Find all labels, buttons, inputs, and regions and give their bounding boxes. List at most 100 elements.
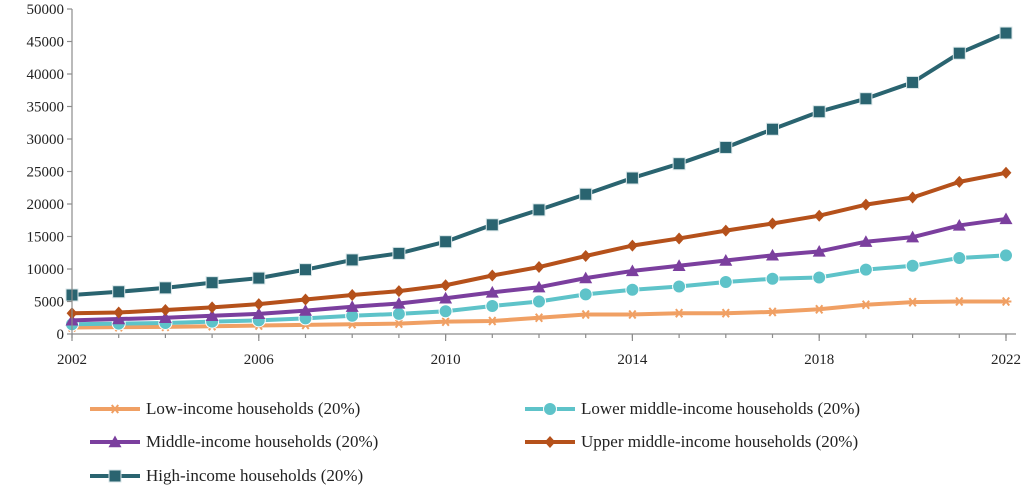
data-point — [485, 299, 500, 314]
data-point — [719, 140, 733, 154]
x-axis-ticks: 2002 2006 2010 2014 2018 2022 — [57, 334, 1021, 368]
data-point — [859, 92, 873, 106]
data-point — [108, 435, 122, 448]
data-point — [672, 279, 687, 294]
data-point — [955, 296, 964, 307]
legend-item: Upper middle-income households (20%) — [525, 432, 858, 451]
data-point — [907, 191, 918, 204]
data-point — [544, 436, 556, 448]
data-point — [952, 250, 967, 265]
data-point — [532, 294, 546, 309]
data-point — [675, 308, 684, 318]
data-point — [812, 244, 826, 257]
legend-label: Middle-income households (20%) — [146, 432, 378, 451]
data-point — [391, 306, 406, 321]
series-line — [71, 31, 1007, 297]
data-point — [393, 285, 405, 298]
data-point — [438, 304, 453, 319]
data-point — [625, 264, 639, 277]
data-point — [113, 306, 125, 319]
data-point — [908, 297, 917, 307]
y-tick-label: 35000 — [27, 100, 65, 116]
x-tick-label: 2002 — [57, 352, 87, 368]
data-point — [1000, 166, 1012, 179]
data-point — [905, 258, 920, 273]
data-point — [767, 217, 778, 230]
data-point — [345, 300, 359, 312]
data-point — [206, 301, 218, 314]
data-point — [108, 469, 122, 483]
data-point — [392, 296, 406, 309]
data-point — [860, 198, 872, 211]
data-point — [906, 75, 920, 89]
data-point — [486, 269, 498, 282]
data-point — [1001, 296, 1011, 307]
data-point — [906, 230, 920, 243]
data-point — [627, 239, 638, 252]
y-tick-label: 15000 — [27, 230, 65, 246]
y-tick-label: 20000 — [27, 197, 65, 213]
data-point — [543, 402, 557, 416]
x-tick-label: 2022 — [991, 352, 1021, 368]
data-point — [813, 209, 825, 222]
data-point — [766, 248, 779, 261]
data-point — [861, 300, 870, 310]
x-tick-label: 2018 — [804, 352, 834, 368]
data-point — [394, 318, 403, 329]
legend-item: High-income households (20%) — [90, 466, 363, 485]
series-5 — [65, 26, 1013, 302]
data-point — [579, 187, 593, 201]
data-point — [112, 285, 126, 299]
y-tick-label: 0 — [57, 327, 65, 343]
data-point — [768, 307, 777, 317]
data-point — [205, 276, 219, 290]
data-point — [859, 235, 873, 247]
data-point — [952, 218, 966, 231]
data-point — [625, 171, 639, 185]
y-tick-label: 45000 — [27, 35, 65, 51]
data-point — [580, 250, 592, 262]
series-3 — [65, 212, 1013, 326]
data-point — [673, 232, 685, 245]
y-tick-label: 30000 — [27, 132, 65, 148]
data-point — [110, 404, 120, 414]
data-point — [252, 271, 266, 285]
y-tick-label: 25000 — [27, 165, 65, 181]
data-point — [812, 270, 827, 285]
data-point — [346, 289, 358, 301]
data-point — [718, 275, 733, 289]
legend-item: Middle-income households (20%) — [90, 432, 378, 451]
data-point — [533, 261, 545, 274]
data-point — [579, 271, 593, 284]
y-tick-label: 40000 — [27, 67, 65, 83]
data-point — [628, 309, 637, 320]
legend-label: Low-income households (20%) — [146, 399, 360, 418]
data-point — [392, 246, 406, 260]
legend: Low-income households (20%) Lower middle-… — [90, 399, 860, 485]
data-point — [581, 309, 590, 320]
data-point — [253, 298, 265, 311]
data-point — [252, 307, 266, 320]
data-point — [345, 253, 359, 267]
data-point — [721, 308, 730, 318]
data-point — [439, 235, 453, 249]
data-point — [765, 271, 780, 286]
x-tick-label: 2010 — [431, 352, 461, 368]
legend-label: Upper middle-income households (20%) — [581, 432, 858, 451]
data-point — [858, 262, 873, 277]
data-point — [719, 254, 733, 266]
legend-item: Lower middle-income households (20%) — [525, 399, 860, 418]
series-4 — [66, 166, 1012, 320]
data-point — [578, 287, 593, 302]
series-lines — [65, 26, 1013, 333]
data-point — [158, 311, 172, 323]
data-point — [532, 203, 546, 217]
data-point — [160, 303, 171, 316]
data-point — [999, 212, 1013, 225]
data-point — [300, 293, 311, 306]
y-axis-ticks: 0 5000 10000 15000 20000 25000 30000 35000 40000… — [27, 2, 72, 343]
data-point — [720, 224, 732, 237]
legend-label: Lower middle-income households (20%) — [581, 399, 860, 418]
data-point — [439, 291, 453, 304]
